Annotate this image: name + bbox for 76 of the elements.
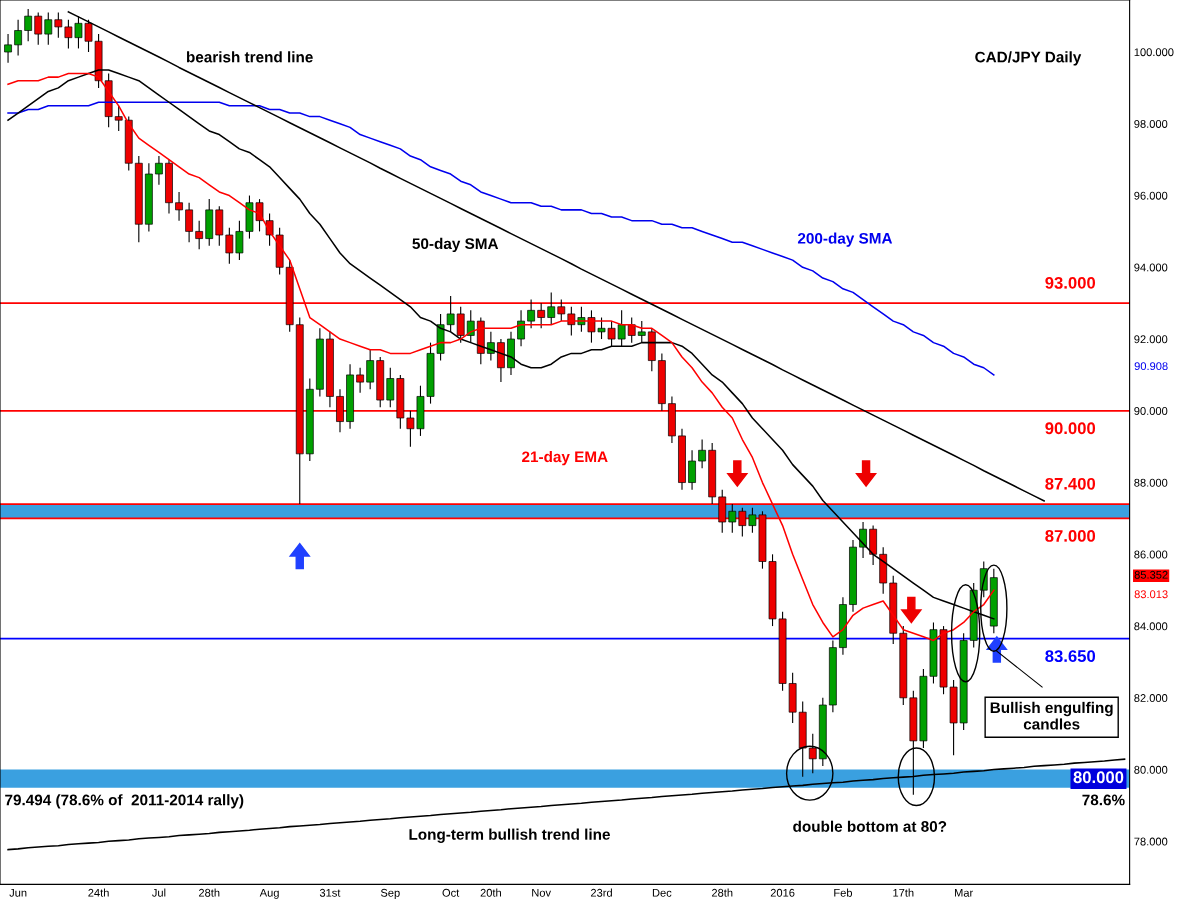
candlestick xyxy=(627,316,636,344)
candlestick xyxy=(195,220,204,250)
y-tick-label: 90.000 xyxy=(1134,407,1168,415)
candlestick xyxy=(386,367,395,408)
candlestick xyxy=(547,291,556,326)
x-tick-label: 17th xyxy=(893,888,914,897)
annotation: 78.6% xyxy=(1082,794,1125,806)
y-tick-label: 96.000 xyxy=(1134,191,1168,200)
text: 85.352 xyxy=(1134,570,1168,579)
candlestick xyxy=(155,155,163,186)
x-tick-label: Aug xyxy=(259,888,279,899)
candlestick xyxy=(688,449,696,491)
line-series xyxy=(67,11,1045,502)
candlestick xyxy=(366,349,375,390)
y-tick-label: 94.000 xyxy=(1134,263,1168,272)
candlestick xyxy=(24,8,33,42)
y-tick-label: 98.000 xyxy=(1134,120,1168,128)
annotation: double bottom at 80? xyxy=(793,820,947,832)
ref-line-label: 83.650 xyxy=(1045,650,1096,662)
x-tick-label: Jun xyxy=(9,888,27,897)
x-tick-label: Sep xyxy=(380,888,400,899)
x-tick-label: 28th xyxy=(198,888,220,897)
candlestick xyxy=(185,202,193,243)
y-tick-label: 78.000 xyxy=(1134,837,1168,846)
x-tick-label: Nov xyxy=(532,888,552,897)
text: 90.908 xyxy=(1134,362,1168,371)
x-tick-label: Feb xyxy=(834,888,853,897)
candlestick xyxy=(34,12,43,46)
x-tick-label: 2016 xyxy=(770,888,795,897)
candlestick xyxy=(114,105,123,132)
y-tick-label: 80.000 xyxy=(1134,765,1168,774)
y-tick-label: 88.000 xyxy=(1134,478,1168,487)
candlestick xyxy=(728,503,737,534)
candlestick xyxy=(557,299,566,322)
candlestick xyxy=(698,438,706,469)
y-tick-label: 92.000 xyxy=(1134,335,1168,344)
x-tick-label: 23rd xyxy=(590,888,612,897)
x-tick-label: Jul xyxy=(152,888,166,897)
x-tick-label: Oct xyxy=(442,888,460,897)
x-tick-label: 31st xyxy=(319,888,341,897)
ref-line-label: 90.000 xyxy=(1045,422,1096,435)
ref-line-label: 87.000 xyxy=(1045,529,1096,542)
candlestick xyxy=(527,299,535,329)
candlestick xyxy=(537,302,546,329)
candlestick xyxy=(4,33,12,64)
line-series xyxy=(7,101,995,376)
candlestick xyxy=(175,191,183,222)
candlestick xyxy=(14,19,22,57)
annotation: 200-day SMA xyxy=(797,232,893,247)
text: CAD/JPY Daily xyxy=(975,51,1082,66)
annotation: 79.494 (78.6% of 2011-2014 rally) xyxy=(5,794,244,809)
candlestick xyxy=(356,367,364,394)
y-tick-label: 82.000 xyxy=(1134,694,1168,702)
x-tick-label: Mar xyxy=(954,888,974,897)
annotation: 21-day EMA xyxy=(522,450,608,466)
ref-line-label: 87.400 xyxy=(1045,477,1096,490)
x-tick-label: 20th xyxy=(480,888,501,897)
annotation: Long-term bullish trend line xyxy=(409,828,610,843)
candlestick xyxy=(456,306,465,344)
candlestick xyxy=(859,521,867,559)
text: 83.013 xyxy=(1134,590,1168,599)
annotation: bearish trend line xyxy=(186,51,313,63)
candlestick xyxy=(637,320,646,344)
x-tick-label: 28th xyxy=(711,888,733,897)
y-tick-label: 84.000 xyxy=(1134,622,1168,631)
ref-line-label: 93.000 xyxy=(1045,276,1096,289)
band-label: 80.000 xyxy=(1073,771,1124,784)
candlestick xyxy=(44,12,53,46)
y-tick-label: 86.000 xyxy=(1134,550,1168,559)
candlestick xyxy=(517,309,525,347)
annotation: Bullish engulfing candles xyxy=(990,701,1113,730)
x-tick-label: Dec xyxy=(652,888,672,897)
candlestick xyxy=(466,309,475,344)
y-tick-label: 100.000 xyxy=(1134,48,1174,57)
x-tick-label: 24th xyxy=(88,888,109,897)
annotation: 50-day SMA xyxy=(412,237,499,253)
